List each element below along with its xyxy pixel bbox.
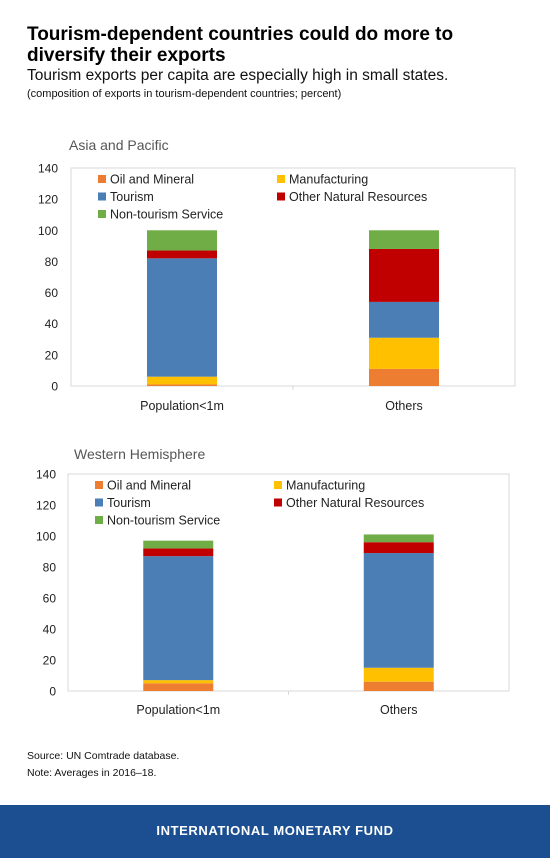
page-title: Tourism-dependent countries could do mor… xyxy=(27,24,454,66)
y-tick-label: 40 xyxy=(43,623,57,637)
y-tick-label: 80 xyxy=(45,255,59,269)
y-tick-label: 20 xyxy=(43,654,57,668)
bar-other-natural-resources-population-1m xyxy=(147,250,217,259)
y-tick-label: 60 xyxy=(43,592,57,606)
legend-label: Oil and Mineral xyxy=(107,479,191,493)
bar-tourism-others xyxy=(363,553,434,668)
bar-non-tourism-service-others xyxy=(363,534,434,543)
y-tick-label: 100 xyxy=(38,224,58,238)
legend-swatch-non-tourism-service xyxy=(95,516,103,524)
y-tick-label: 0 xyxy=(49,685,56,699)
legend-label: Oil and Mineral xyxy=(110,173,194,187)
bar-other-natural-resources-others xyxy=(369,248,439,302)
bar-other-natural-resources-others xyxy=(363,542,434,554)
source-note: Source: UN Comtrade database. xyxy=(27,750,180,762)
legend-label: Other Natural Resources xyxy=(289,190,427,204)
y-tick-label: 120 xyxy=(38,193,58,207)
bar-oil-and-mineral-others xyxy=(369,368,439,386)
legend-label: Other Natural Resources xyxy=(286,496,424,510)
y-tick-label: 140 xyxy=(38,162,58,176)
legend-swatch-tourism xyxy=(95,498,103,507)
legend-label: Tourism xyxy=(110,190,154,204)
bar-manufacturing-population-1m xyxy=(147,376,217,385)
bar-non-tourism-service-population-1m xyxy=(143,540,214,549)
legend-swatch-other-natural-resources xyxy=(274,498,282,507)
y-tick-label: 100 xyxy=(36,530,56,544)
y-tick-label: 80 xyxy=(43,561,57,575)
legend-label: Manufacturing xyxy=(289,173,368,187)
bar-manufacturing-others xyxy=(363,667,434,682)
legend-label: Non-tourism Service xyxy=(107,514,220,528)
y-tick-label: 140 xyxy=(36,468,56,482)
bar-manufacturing-others xyxy=(369,337,439,369)
legend-swatch-oil-and-mineral xyxy=(98,175,106,183)
bar-oil-and-mineral-population-1m xyxy=(147,384,217,386)
legend-label: Non-tourism Service xyxy=(110,208,223,222)
chart-western-hemisphere: 0 20 40 60 80 100 120 140 Population<1m Others Oil… xyxy=(36,468,510,717)
imf-footer-banner: INTERNATIONAL MONETARY FUND xyxy=(0,805,550,858)
bar-manufacturing-population-1m xyxy=(143,680,214,684)
legend-label: Tourism xyxy=(107,496,151,510)
legend-label: Manufacturing xyxy=(286,479,365,493)
legend-swatch-tourism xyxy=(98,192,106,201)
x-category-label: Others xyxy=(380,703,418,717)
y-tick-label: 60 xyxy=(45,286,59,300)
bar-other-natural-resources-population-1m xyxy=(143,548,214,557)
bar-non-tourism-service-population-1m xyxy=(147,230,217,251)
y-tick-label: 20 xyxy=(45,348,59,362)
y-tick-label: 40 xyxy=(45,317,59,331)
bar-tourism-population-1m xyxy=(147,258,217,377)
footer-label: INTERNATIONAL MONETARY FUND xyxy=(156,823,394,838)
legend-swatch-oil-and-mineral xyxy=(95,481,103,489)
panel-title-asia-pacific: Asia and Pacific xyxy=(69,137,169,153)
legend-swatch-manufacturing xyxy=(277,175,285,183)
y-tick-label: 120 xyxy=(36,499,56,513)
legend-swatch-non-tourism-service xyxy=(98,210,106,218)
legend-swatch-manufacturing xyxy=(274,481,282,489)
x-category-label: Population<1m xyxy=(136,703,220,717)
x-category-label: Population<1m xyxy=(140,399,224,413)
chart-units-note: (composition of exports in tourism-depen… xyxy=(27,88,342,100)
bar-tourism-population-1m xyxy=(143,556,214,681)
bar-oil-and-mineral-population-1m xyxy=(143,683,214,691)
page-subtitle: Tourism exports per capita are especiall… xyxy=(27,67,449,84)
x-category-label: Others xyxy=(385,399,423,413)
averages-note: Note: Averages in 2016–18. xyxy=(27,767,157,779)
chart-asia-pacific: 0 20 40 60 80 100 120 140 Population<1m Others Oil… xyxy=(38,162,516,413)
bar-tourism-others xyxy=(369,301,439,338)
panel-title-western-hemisphere: Western Hemisphere xyxy=(74,446,206,462)
legend-swatch-other-natural-resources xyxy=(277,192,285,201)
bar-non-tourism-service-others xyxy=(369,230,439,249)
bar-oil-and-mineral-others xyxy=(363,681,434,691)
y-tick-label: 0 xyxy=(51,380,58,394)
